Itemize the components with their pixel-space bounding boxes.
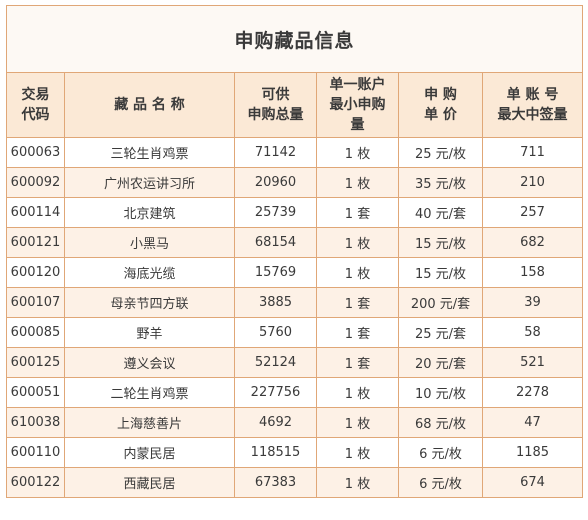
cell-supply: 71142	[234, 137, 317, 168]
table-row: 600085 野羊 5760 1 套 25 元/套 58	[6, 317, 584, 348]
cell-name: 野羊	[64, 317, 235, 348]
cell-name: 海底光缆	[64, 257, 235, 288]
table-row: 600125 遵义会议 52124 1 套 20 元/套 521	[6, 347, 584, 378]
cell-limit: 1185	[481, 437, 584, 468]
cell-price: 20 元/套	[398, 347, 483, 378]
header-limit: 单 账 号 最大中签量	[481, 72, 584, 138]
cell-code: 600092	[6, 167, 65, 198]
cell-name: 北京建筑	[64, 197, 235, 228]
cell-limit: 2278	[481, 377, 584, 408]
cell-supply: 118515	[234, 437, 317, 468]
header-supply: 可供 申购总量	[234, 72, 317, 138]
cell-supply: 227756	[234, 377, 317, 408]
cell-min: 1 套	[316, 347, 399, 378]
cell-limit: 210	[481, 167, 584, 198]
header-price: 申 购 单 价	[398, 72, 483, 138]
cell-code: 600107	[6, 287, 65, 318]
cell-limit: 39	[481, 287, 584, 318]
cell-name: 西藏民居	[64, 467, 235, 498]
cell-price: 40 元/套	[398, 197, 483, 228]
table-row: 600120 海底光缆 15769 1 枚 15 元/枚 158	[6, 257, 584, 288]
cell-supply: 15769	[234, 257, 317, 288]
cell-name: 二轮生肖鸡票	[64, 377, 235, 408]
cell-name: 三轮生肖鸡票	[64, 137, 235, 168]
cell-name: 遵义会议	[64, 347, 235, 378]
cell-supply: 25739	[234, 197, 317, 228]
cell-price: 6 元/枚	[398, 467, 483, 498]
cell-limit: 682	[481, 227, 584, 258]
cell-supply: 3885	[234, 287, 317, 318]
cell-code: 600114	[6, 197, 65, 228]
cell-name: 小黑马	[64, 227, 235, 258]
cell-code: 610038	[6, 407, 65, 438]
table-title: 申购藏品信息	[5, 5, 584, 73]
cell-code: 600063	[6, 137, 65, 168]
cell-min: 1 枚	[316, 467, 399, 498]
header-row: 交易 代码 藏 品 名 称 可供 申购总量 单一账户 最小申购 量 申 购	[6, 72, 584, 138]
header-min: 单一账户 最小申购 量	[316, 72, 399, 138]
table-body: 600063 三轮生肖鸡票 71142 1 枚 25 元/枚 711 600092 广州农运讲…	[6, 137, 584, 498]
cell-name: 内蒙民居	[64, 437, 235, 468]
table-row: 600121 小黑马 68154 1 枚 15 元/枚 682	[6, 227, 584, 258]
cell-supply: 20960	[234, 167, 317, 198]
cell-code: 600122	[6, 467, 65, 498]
table-row: 600107 母亲节四方联 3885 1 套 200 元/套 39	[6, 287, 584, 318]
header-name: 藏 品 名 称	[64, 72, 235, 138]
cell-price: 6 元/枚	[398, 437, 483, 468]
cell-price: 35 元/枚	[398, 167, 483, 198]
cell-min: 1 套	[316, 197, 399, 228]
cell-limit: 521	[481, 347, 584, 378]
cell-name: 母亲节四方联	[64, 287, 235, 318]
cell-code: 600110	[6, 437, 65, 468]
cell-min: 1 枚	[316, 257, 399, 288]
table-row: 600063 三轮生肖鸡票 71142 1 枚 25 元/枚 711	[6, 137, 584, 168]
cell-limit: 257	[481, 197, 584, 228]
cell-price: 15 元/枚	[398, 257, 483, 288]
cell-limit: 711	[481, 137, 584, 168]
table-row: 600114 北京建筑 25739 1 套 40 元/套 257	[6, 197, 584, 228]
cell-min: 1 套	[316, 287, 399, 318]
cell-limit: 47	[481, 407, 584, 438]
cell-min: 1 枚	[316, 407, 399, 438]
cell-min: 1 枚	[316, 377, 399, 408]
cell-limit: 58	[481, 317, 584, 348]
cell-price: 25 元/套	[398, 317, 483, 348]
cell-min: 1 套	[316, 317, 399, 348]
cell-code: 600121	[6, 227, 65, 258]
cell-name: 上海慈善片	[64, 407, 235, 438]
cell-price: 25 元/枚	[398, 137, 483, 168]
cell-min: 1 枚	[316, 167, 399, 198]
table-row: 600092 广州农运讲习所 20960 1 枚 35 元/枚 210	[6, 167, 584, 198]
cell-supply: 52124	[234, 347, 317, 378]
cell-limit: 674	[481, 467, 584, 498]
cell-min: 1 枚	[316, 137, 399, 168]
cell-code: 600051	[6, 377, 65, 408]
cell-supply: 67383	[234, 467, 317, 498]
cell-price: 200 元/套	[398, 287, 483, 318]
cell-supply: 5760	[234, 317, 317, 348]
cell-name: 广州农运讲习所	[64, 167, 235, 198]
cell-supply: 68154	[234, 227, 317, 258]
cell-price: 10 元/枚	[398, 377, 483, 408]
cell-min: 1 枚	[316, 437, 399, 468]
table-row: 610038 上海慈善片 4692 1 枚 68 元/枚 47	[6, 407, 584, 438]
cell-limit: 158	[481, 257, 584, 288]
cell-price: 15 元/枚	[398, 227, 483, 258]
cell-code: 600120	[6, 257, 65, 288]
cell-min: 1 枚	[316, 227, 399, 258]
cell-supply: 4692	[234, 407, 317, 438]
table-row: 600051 二轮生肖鸡票 227756 1 枚 10 元/枚 2278	[6, 377, 584, 408]
cell-code: 600085	[6, 317, 65, 348]
collectibles-table: 申购藏品信息 交易 代码 藏 品 名 称 可供 申购总量 单一账户 最小申购 量	[5, 5, 584, 498]
cell-price: 68 元/枚	[398, 407, 483, 438]
cell-code: 600125	[6, 347, 65, 378]
header-code: 交易 代码	[6, 72, 65, 138]
